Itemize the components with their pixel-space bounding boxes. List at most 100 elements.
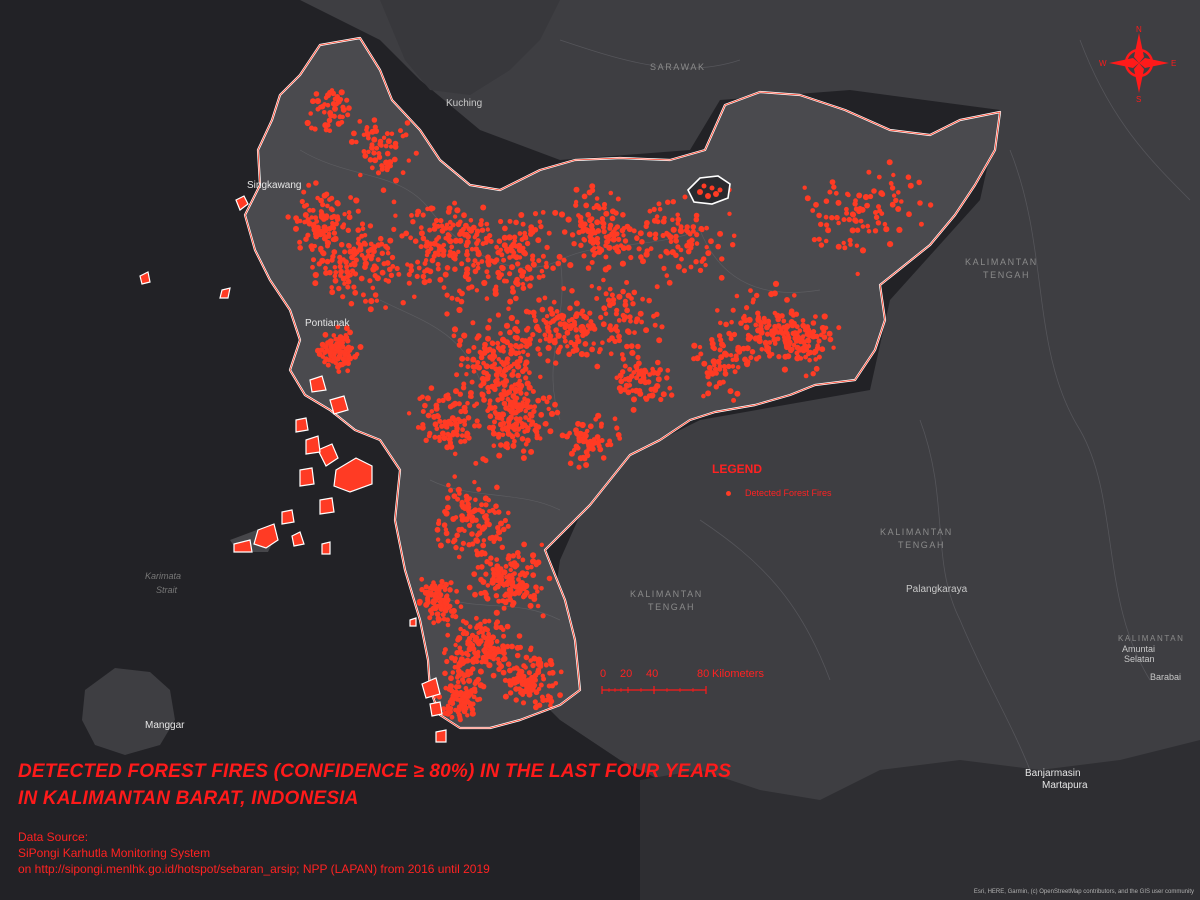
fire-point (569, 451, 575, 457)
fire-point (326, 117, 333, 124)
fire-point (584, 329, 590, 335)
map-title: DETECTED FOREST FIRES (CONFIDENCE ≥ 80%)… (18, 758, 731, 812)
fire-point (509, 384, 515, 390)
fire-point (472, 479, 477, 485)
fire-point (560, 316, 566, 322)
fire-point (448, 580, 454, 586)
fire-point (565, 344, 570, 349)
fire-point (519, 403, 526, 410)
fire-point (470, 224, 477, 231)
fire-point (496, 238, 503, 244)
fire-point (447, 603, 453, 609)
label-banjarmasin: Banjarmasin (1025, 768, 1081, 779)
fire-point (372, 124, 378, 130)
fire-point (517, 358, 523, 364)
fire-point (582, 221, 588, 227)
fire-point (538, 374, 543, 380)
fire-point (582, 341, 589, 347)
fire-point (523, 343, 530, 350)
label-manggar: Manggar (145, 720, 185, 731)
fire-point (539, 586, 544, 591)
map-title-line-1: DETECTED FOREST FIRES (CONFIDENCE ≥ 80%)… (18, 761, 732, 782)
fire-point (477, 682, 484, 689)
fire-point (351, 260, 356, 266)
fire-point (675, 221, 681, 226)
fire-point (594, 363, 601, 370)
fire-point (438, 218, 444, 224)
fire-point (443, 510, 450, 517)
fire-point (734, 390, 741, 397)
fire-point (539, 306, 546, 313)
fire-point (860, 224, 866, 229)
fire-point (325, 203, 330, 209)
fire-point (580, 438, 585, 443)
fire-point (506, 389, 512, 395)
fire-point (794, 324, 800, 330)
fire-point (387, 159, 394, 166)
fire-point (523, 375, 529, 381)
fire-point (531, 261, 537, 268)
fire-point (643, 251, 650, 258)
fire-point (718, 354, 725, 361)
fire-point (331, 230, 338, 236)
fire-point (592, 230, 598, 236)
district-boundaries (299, 149, 821, 621)
fire-point (617, 372, 624, 379)
fire-point (717, 230, 724, 237)
fire-point (698, 225, 705, 232)
fire-point (548, 698, 555, 705)
fire-point (490, 672, 497, 679)
fire-point (585, 265, 592, 271)
fire-point (561, 257, 567, 263)
fire-point (515, 381, 522, 388)
fire-point (639, 319, 644, 325)
fire-point (507, 255, 513, 260)
fire-point (576, 229, 582, 236)
fire-point (369, 128, 376, 135)
fire-point (442, 271, 449, 278)
fire-point (513, 665, 520, 671)
fire-point (719, 256, 725, 262)
fire-point (487, 413, 494, 420)
fire-point (520, 557, 526, 563)
fire-point (784, 323, 791, 330)
fire-point (804, 195, 811, 202)
fire-point (459, 546, 465, 552)
fire-point (460, 540, 466, 546)
fire-point (841, 217, 847, 223)
fire-point (532, 318, 539, 324)
fire-point (464, 239, 471, 246)
fire-point (543, 263, 549, 270)
fire-point (461, 332, 467, 338)
fire-point (419, 424, 426, 431)
fire-point (346, 210, 352, 215)
fire-point (727, 211, 732, 216)
fire-point (454, 372, 460, 378)
fire-point (464, 372, 469, 377)
fire-point (775, 336, 781, 342)
fire-point (448, 706, 454, 711)
fire-point (488, 405, 495, 411)
fire-point (503, 564, 509, 569)
fire-point (440, 248, 447, 254)
fire-point (513, 386, 520, 393)
label-kalteng-3-a: KALIMANTAN (630, 589, 703, 599)
fire-point (660, 232, 666, 239)
fire-point (501, 242, 508, 249)
fire-point (446, 433, 452, 438)
fire-point (383, 277, 388, 283)
label-palangkaraya: Palangkaraya (906, 584, 968, 595)
fire-point (531, 592, 537, 599)
fire-point (366, 253, 371, 259)
fire-point (833, 190, 839, 196)
fire-point (575, 338, 581, 344)
fire-point (889, 201, 896, 208)
fire-point (805, 337, 811, 344)
fire-point (482, 618, 488, 624)
fire-point (418, 230, 425, 237)
fire-point (445, 232, 451, 238)
fire-point (340, 294, 346, 300)
fire-point (527, 370, 532, 376)
fire-point (614, 328, 621, 334)
fire-point (788, 319, 795, 325)
